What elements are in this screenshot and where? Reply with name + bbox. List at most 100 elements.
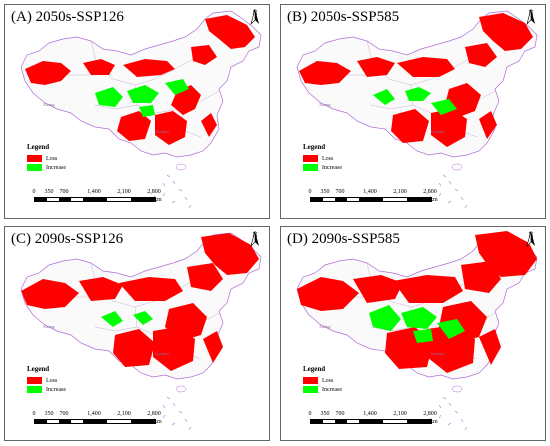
north-arrow: N — [249, 9, 261, 25]
place-label-guangxi: Guangxi — [431, 351, 445, 356]
legend-item-loss: Loss — [303, 154, 342, 163]
scale-bar-graphic — [34, 197, 156, 202]
scale-tick: 1,400 — [87, 411, 101, 417]
loss-region — [479, 329, 501, 365]
china-map — [20, 10, 262, 209]
map-panel-d: (D) 2090s-SSP585 N Legend Loss Increase … — [280, 226, 546, 441]
scale-tick: 2,800 — [423, 189, 437, 195]
loss-region — [297, 277, 359, 311]
scale-tick: 700 — [335, 411, 345, 417]
scale-bar: 0 350 700 1,400 2,100 2,800 km — [308, 411, 439, 425]
loss-region — [117, 111, 151, 141]
scale-tick: 1,400 — [363, 189, 377, 195]
legend-title: Legend — [27, 143, 50, 151]
place-label-guangxi: Guangxi — [155, 129, 169, 134]
scale-bar: 0 350 700 1,400 2,100 2,800 km — [308, 189, 439, 203]
scale-unit: km — [430, 197, 438, 203]
legend-label: Increase — [322, 164, 342, 171]
legend: Legend Loss Increase — [303, 143, 342, 172]
scale-tick: 2,800 — [423, 411, 437, 417]
china-map — [296, 231, 538, 431]
legend-item-loss: Loss — [27, 376, 66, 385]
legend-swatch — [303, 164, 318, 171]
north-arrow: N — [249, 231, 261, 247]
legend-item-loss: Loss — [27, 154, 66, 163]
loss-region — [479, 111, 497, 139]
place-label-xizang: Xizang — [319, 324, 331, 329]
north-arrow-icon — [526, 9, 535, 25]
north-arrow: N — [525, 231, 537, 247]
loss-region — [391, 109, 429, 143]
legend: Legend Loss Increase — [303, 365, 342, 394]
map-panel-b: (B) 2050s-SSP585 N Legend Loss Increase … — [280, 4, 546, 219]
legend-title: Legend — [27, 365, 50, 373]
panel-title: (C) 2090s-SSP126 — [11, 231, 124, 247]
legend-item-loss: Loss — [303, 376, 342, 385]
scale-bar-graphic — [310, 419, 432, 424]
scale-tick: 2,800 — [147, 189, 161, 195]
legend-swatch — [27, 386, 42, 393]
scale-tick: 2,100 — [117, 411, 131, 417]
north-arrow: N — [525, 9, 537, 25]
legend-item-increase: Increase — [303, 163, 342, 172]
loss-region — [191, 45, 217, 65]
loss-region — [479, 13, 533, 51]
increase-region — [373, 89, 395, 105]
loss-region — [357, 57, 395, 77]
legend-swatch — [27, 377, 42, 384]
north-arrow-icon — [250, 9, 259, 25]
scale-tick: 2,100 — [393, 189, 407, 195]
increase-region — [165, 79, 189, 95]
place-label-guangxi: Guangxi — [155, 351, 169, 356]
loss-region — [353, 275, 403, 303]
scale-tick: 0 — [32, 411, 36, 417]
legend-label: Loss — [322, 377, 334, 384]
loss-region — [205, 15, 255, 49]
scale-tick: 350 — [320, 189, 330, 195]
loss-region — [21, 279, 79, 309]
increase-region — [133, 311, 153, 325]
north-arrow-icon — [250, 231, 259, 247]
legend-label: Loss — [46, 377, 58, 384]
scale-tick: 1,400 — [87, 189, 101, 195]
legend-label: Loss — [46, 155, 58, 162]
panel-title: (B) 2050s-SSP585 — [287, 9, 400, 25]
scale-tick: 350 — [44, 189, 54, 195]
place-label-xizang: Xizang — [43, 324, 55, 329]
loss-region — [397, 57, 455, 77]
legend-swatch — [303, 377, 318, 384]
legend: Legend Loss Increase — [27, 365, 66, 394]
loss-region — [113, 329, 155, 367]
scale-bar: 0 350 700 1,400 2,100 2,800 km — [32, 411, 163, 425]
loss-region — [25, 61, 71, 85]
scale-tick: 0 — [308, 189, 312, 195]
place-label-xizang: Xizang — [43, 102, 55, 107]
china-map — [296, 10, 538, 209]
scale-tick: 0 — [308, 411, 312, 417]
legend-item-increase: Increase — [27, 385, 66, 394]
scale-tick: 2,800 — [147, 411, 161, 417]
loss-region — [299, 61, 351, 85]
map-panel-a: (A) 2050s-SSP126 N Legend Loss Increase … — [4, 4, 270, 219]
loss-region — [393, 275, 463, 303]
legend-title: Legend — [303, 143, 326, 151]
legend-label: Increase — [46, 164, 66, 171]
legend-label: Loss — [322, 155, 334, 162]
place-label-guangxi: Guangxi — [431, 129, 445, 134]
loss-region — [201, 113, 217, 137]
legend-swatch — [303, 155, 318, 162]
increase-region — [369, 305, 401, 331]
scale-tick: 2,100 — [393, 411, 407, 417]
legend-item-increase: Increase — [27, 163, 66, 172]
north-arrow-icon — [526, 231, 535, 247]
increase-region — [413, 329, 433, 343]
loss-region — [153, 327, 195, 371]
loss-region — [461, 261, 501, 293]
scale-bar: 0 350 700 1,400 2,100 2,800 km — [33, 189, 163, 203]
scale-tick: 2,100 — [117, 189, 131, 195]
legend-item-increase: Increase — [303, 385, 342, 394]
loss-region — [431, 109, 467, 147]
increase-region — [127, 85, 159, 103]
scale-tick: 350 — [320, 411, 330, 417]
loss-region — [119, 277, 183, 301]
